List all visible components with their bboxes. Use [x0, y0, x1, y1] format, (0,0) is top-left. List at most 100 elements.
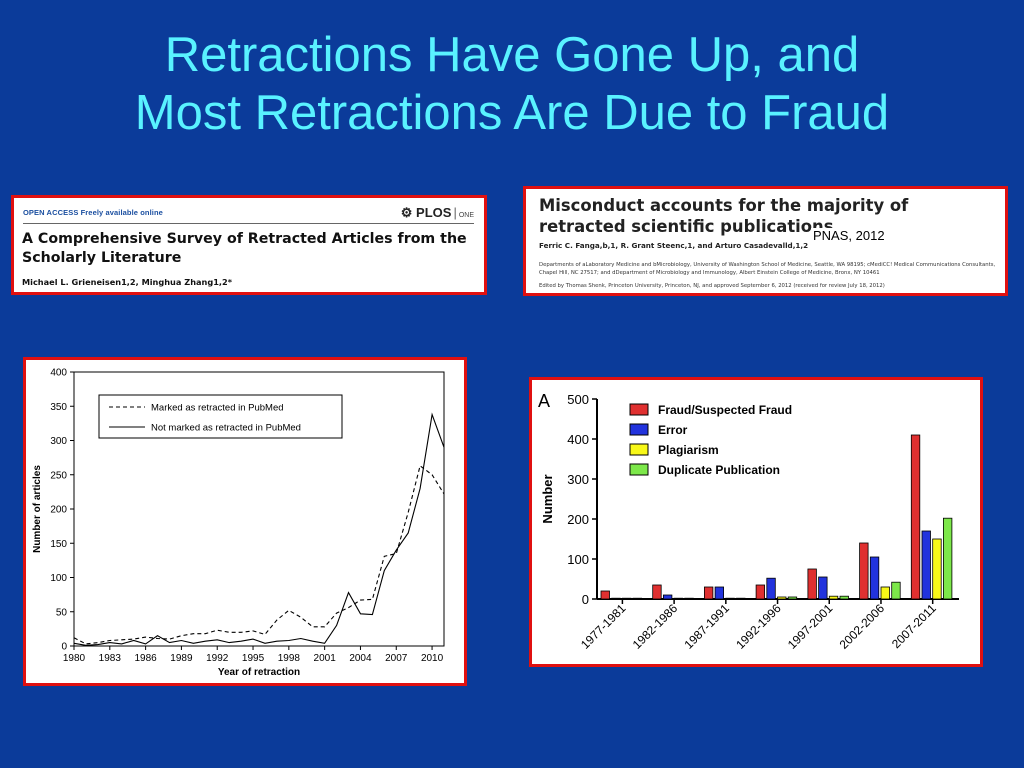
bar [736, 597, 746, 600]
legend-swatch [629, 423, 649, 436]
legend-swatch [629, 403, 649, 416]
y-axis-label: Number [540, 474, 555, 523]
bar [869, 556, 880, 600]
bar [777, 596, 787, 600]
y-tick-label: 350 [50, 402, 67, 413]
bar [703, 586, 714, 600]
y-tick-label: 100 [567, 552, 589, 567]
x-tick-label: 1997-2001 [785, 601, 836, 652]
y-tick-label: 500 [567, 392, 589, 407]
y-axis-label: Number of articles [32, 465, 43, 553]
x-tick-label: 1982-1986 [630, 601, 681, 652]
bar [880, 586, 890, 600]
legend-label: Error [658, 423, 688, 437]
x-tick-label: 1986 [134, 653, 157, 664]
y-tick-label: 200 [567, 512, 589, 527]
legend-label: Marked as retracted in PubMed [151, 403, 284, 414]
plos-divider [23, 223, 474, 224]
pnas-edited-by: Edited by Thomas Shenk, Princeton Univer… [539, 283, 885, 289]
bar [611, 597, 621, 600]
y-tick-label: 300 [567, 472, 589, 487]
x-tick-label: 2007 [385, 653, 408, 664]
pnas-article-title: Misconduct accounts for the majority of … [539, 196, 909, 236]
x-tick-label: 2010 [421, 653, 444, 664]
bar [859, 542, 869, 600]
bar [600, 590, 610, 600]
bar [807, 568, 817, 600]
retractions-line-chart: 0 50 100 150 200 250 300 350 400 1980 1983 1986 1989… [32, 368, 445, 678]
bar [673, 597, 684, 600]
plos-top-bar: OPEN ACCESS Freely available online ⚙ PL… [23, 205, 474, 224]
bar [714, 586, 725, 600]
x-axis-label: Year of retraction [218, 667, 300, 678]
legend-label: Not marked as retracted in PubMed [151, 423, 301, 434]
bar [652, 584, 662, 600]
bar [755, 584, 766, 600]
bar [932, 538, 942, 600]
x-tick-label: 1980 [63, 653, 86, 664]
y-tick-label: 150 [50, 539, 67, 550]
bar [662, 594, 673, 600]
bar [818, 576, 828, 600]
x-tick-label: 1987-1991 [681, 601, 732, 652]
y-tick-label: 400 [567, 432, 589, 447]
plos-article-header: OPEN ACCESS Freely available online ⚙ PL… [11, 195, 487, 295]
x-tick-label: 1989 [170, 653, 193, 664]
open-access-label: OPEN ACCESS Freely available online [23, 208, 163, 217]
y-tick-label: 200 [50, 505, 67, 516]
x-tick-label: 1998 [278, 653, 301, 664]
bar [766, 577, 776, 600]
x-tick-label: 2002-2006 [837, 601, 888, 652]
x-tick-label: 2007-2011 [889, 601, 939, 651]
bar [787, 596, 798, 600]
bar [725, 597, 735, 600]
legend-label: Fraud/Suspected Fraud [658, 403, 792, 417]
legend-label: Plagiarism [658, 443, 719, 457]
series-line-1 [73, 464, 445, 645]
y-tick-label: 0 [582, 592, 589, 607]
bar [839, 595, 849, 600]
y-tick-label: 400 [50, 368, 67, 379]
y-tick-label: 250 [50, 470, 67, 481]
x-tick-label: 1992-1996 [733, 601, 784, 652]
x-tick-label: 1983 [99, 653, 122, 664]
bar [632, 597, 642, 600]
bar [921, 530, 931, 600]
legend-swatch [629, 443, 649, 456]
plos-logo-text: PLOS [416, 205, 452, 220]
x-tick-label: 1992 [206, 653, 229, 664]
plos-logo: ⚙ PLOS | ONE [400, 205, 474, 220]
series-line-2 [73, 412, 445, 646]
slide-title: Retractions Have Gone Up, and Most Retra… [0, 26, 1024, 142]
bar [684, 597, 694, 600]
y-tick-label: 100 [50, 573, 67, 584]
y-tick-label: 0 [61, 642, 67, 653]
x-tick-label: 1995 [242, 653, 265, 664]
x-tick-label: 1977-1981 [578, 601, 629, 652]
pnas-article-authors: Ferric C. Fanga,b,1, R. Grant Steenc,1, … [539, 241, 809, 250]
slide-title-line-1: Retractions Have Gone Up, and [164, 28, 860, 82]
pnas-source-tag: PNAS, 2012 [811, 228, 887, 243]
x-tick-label: 2001 [314, 653, 337, 664]
plos-logo-suffix: ONE [458, 212, 474, 219]
bar [622, 597, 632, 600]
legend-label: Duplicate Publication [658, 463, 780, 477]
plos-article-authors: Michael L. Grieneisen1,2, Minghua Zhang1… [22, 277, 233, 287]
plos-article-title: A Comprehensive Survey of Retracted Arti… [22, 231, 467, 266]
panel-label: A [538, 391, 550, 411]
y-tick-label: 50 [56, 607, 68, 618]
x-tick-label: 2004 [349, 653, 372, 664]
bar-chart-card: A 0 100 200 300 400 500 Number 1977-1981 1982-198… [529, 377, 983, 667]
plos-logo-icon: ⚙ [400, 205, 413, 220]
bar [828, 595, 839, 600]
line-chart-card: 0 50 100 150 200 250 300 350 400 1980 1983 1986 1989… [23, 357, 467, 686]
legend-swatch [629, 463, 649, 476]
bar [942, 517, 953, 600]
bar [891, 581, 901, 600]
y-tick-label: 300 [50, 436, 67, 447]
pnas-affiliations: Departments of aLaboratory Medicine and … [539, 262, 996, 276]
chart-legend [98, 394, 343, 439]
slide-title-line-2: Most Retractions Are Due to Fraud [134, 86, 890, 140]
pnas-article-header: Misconduct accounts for the majority of … [523, 186, 1008, 296]
bar [910, 434, 921, 600]
